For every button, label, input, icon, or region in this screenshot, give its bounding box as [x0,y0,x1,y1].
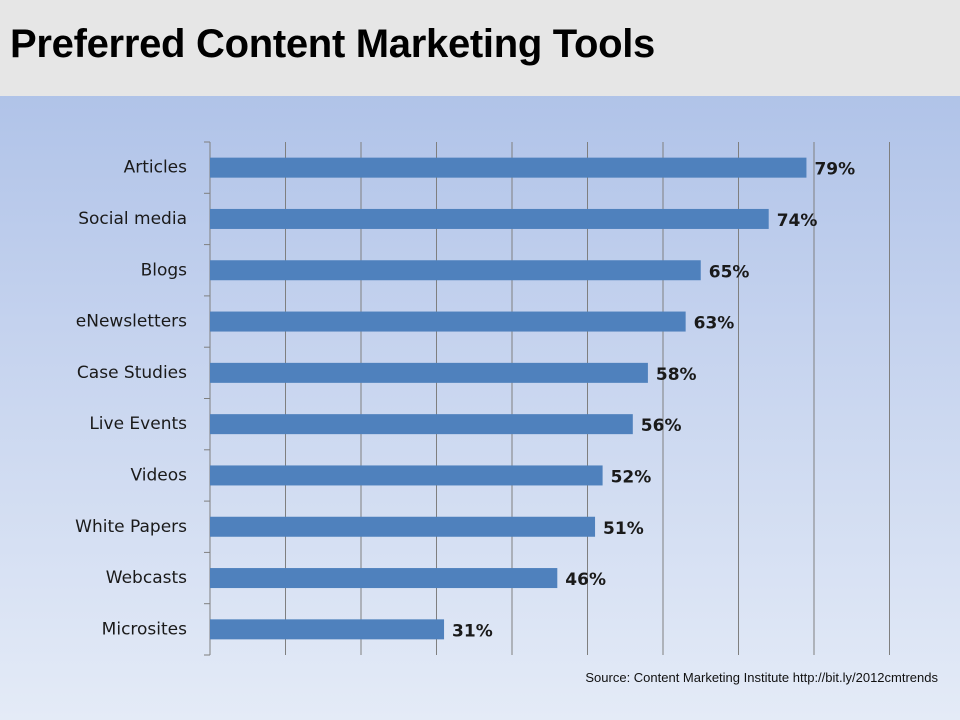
bar [210,208,769,229]
category-label: Social media [78,209,187,229]
data-label: 51% [603,519,644,539]
category-label: eNewsletters [76,312,187,332]
category-label: Live Events [89,414,187,434]
category-label: Videos [131,465,188,485]
data-label: 31% [452,621,493,641]
bar [210,619,445,640]
bar [210,311,686,332]
source-note: Source: Content Marketing Institute http… [585,670,938,685]
data-label: 63% [694,314,735,334]
data-label: 46% [565,570,606,590]
category-label: White Papers [75,517,187,537]
category-label: Articles [124,158,188,178]
title-band [0,0,960,96]
category-label: Webcasts [106,568,187,588]
data-label: 65% [709,262,750,282]
bar [210,465,603,486]
bar [210,414,633,435]
category-label: Case Studies [77,363,187,383]
bar [210,568,558,589]
data-label: 58% [656,365,697,385]
bar [210,516,596,537]
data-label: 79% [814,160,855,180]
page-title: Preferred Content Marketing Tools [10,22,656,66]
data-label: 56% [641,416,682,436]
data-label: 74% [777,211,818,231]
category-label: Blogs [141,260,188,280]
category-label: Microsites [102,619,187,639]
bar [210,157,807,178]
bar [210,260,701,281]
data-label: 52% [611,467,652,487]
bar [210,362,648,383]
